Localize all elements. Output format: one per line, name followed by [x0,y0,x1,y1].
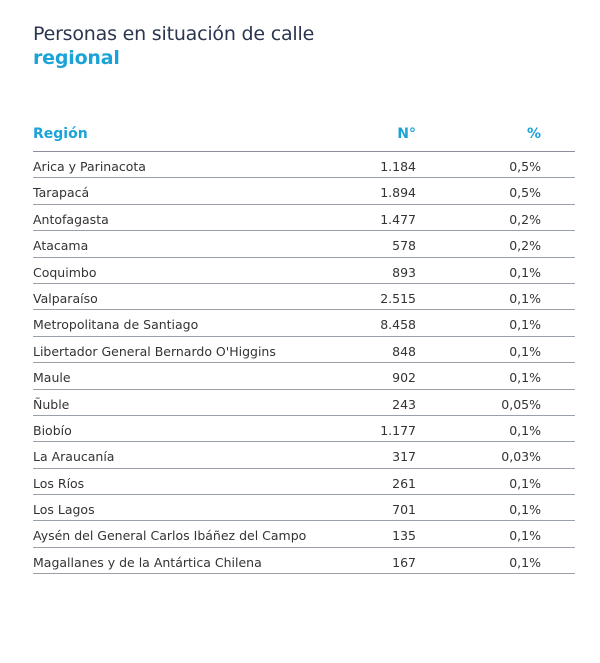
table-row: Libertador General Bernardo O'Higgins 848… [33,337,575,364]
header-number: N° [397,126,416,142]
cell-percent: 0,5% [509,185,541,201]
cell-percent: 0,1% [509,290,541,306]
cell-number: 135 [392,528,416,544]
cell-number: 1.184 [380,159,416,174]
cell-region: Metropolitana de Santiago [33,317,199,333]
cell-number: 902 [392,370,416,386]
cell-percent: 0,1% [509,343,541,359]
cell-number: 1.477 [380,211,416,227]
table-row: Antofagasta 1.477 0,2% [33,205,575,232]
title-line1: Personas en situación de calle [33,23,315,45]
cell-region: Arica y Parinacota [33,159,146,174]
table-row: Valparaíso 2.515 0,1% [33,284,575,311]
cell-number: 261 [392,475,416,491]
cell-number: 243 [392,396,416,412]
cell-region: Los Lagos [33,502,95,518]
cell-region: Aysén del General Carlos Ibáñez del Camp… [33,528,307,544]
cell-percent: 0,1% [509,422,541,438]
cell-region: Los Ríos [33,475,85,491]
cell-percent: 0,1% [509,502,541,518]
table-row: Magallanes y de la Antártica Chilena 167 0… [33,548,575,575]
cell-percent: 0,2% [509,238,541,254]
cell-region: Coquimbo [33,264,97,280]
page-title: Personas en situación de calle regional [33,22,314,70]
cell-number: 578 [392,238,416,254]
table-row: Coquimbo 893 0,1% [33,258,575,284]
cell-percent: 0,2% [509,211,541,227]
cell-number: 8.458 [380,317,416,333]
region-table: Región N° % Arica y Parinacota 1.184 0,5% T… [33,122,575,575]
header-region: Región [33,126,88,142]
table-row: Metropolitana de Santiago 8.458 0,1% [33,310,575,337]
cell-number: 1.894 [380,185,416,201]
cell-region: Biobío [33,422,72,438]
cell-number: 701 [392,502,416,518]
cell-region: Libertador General Bernardo O'Higgins [33,343,276,359]
cell-region: Atacama [33,238,89,254]
cell-percent: 0,1% [509,370,541,386]
cell-region: Tarapacá [33,185,90,201]
cell-percent: 0,5% [509,159,541,174]
cell-region: Magallanes y de la Antártica Chilena [33,554,262,570]
cell-region: Maule [33,370,71,386]
table-row: La Araucanía 317 0,03% [33,442,575,469]
table-row: Biobío 1.177 0,1% [33,416,575,443]
table-header: Región N° % [33,122,575,152]
cell-percent: 0,05% [501,396,541,412]
table-row: Tarapacá 1.894 0,5% [33,178,575,205]
cell-number: 167 [392,554,416,570]
cell-number: 317 [392,449,416,465]
cell-number: 893 [392,264,416,280]
cell-region: Valparaíso [33,290,98,306]
table-row: Arica y Parinacota 1.184 0,5% [33,152,575,179]
cell-percent: 0,03% [501,449,541,465]
title-line2: regional [33,47,120,69]
header-percent: % [526,126,541,142]
cell-number: 1.177 [380,422,416,438]
table-row: Ñuble 243 0,05% [33,390,575,416]
cell-region: Ñuble [33,396,70,412]
cell-percent: 0,1% [509,554,541,570]
cell-percent: 0,1% [509,317,541,333]
cell-number: 2.515 [380,290,416,306]
table-row: Los Ríos 261 0,1% [33,469,575,496]
cell-percent: 0,1% [509,264,541,280]
table-row: Maule 902 0,1% [33,363,575,390]
table-row: Los Lagos 701 0,1% [33,495,575,522]
cell-region: Antofagasta [33,211,109,227]
cell-percent: 0,1% [509,475,541,491]
cell-number: 848 [392,343,416,359]
cell-percent: 0,1% [509,528,541,544]
cell-region: La Araucanía [33,449,115,465]
table-row: Aysén del General Carlos Ibáñez del Camp… [33,521,575,548]
table-row: Atacama 578 0,2% [33,231,575,258]
